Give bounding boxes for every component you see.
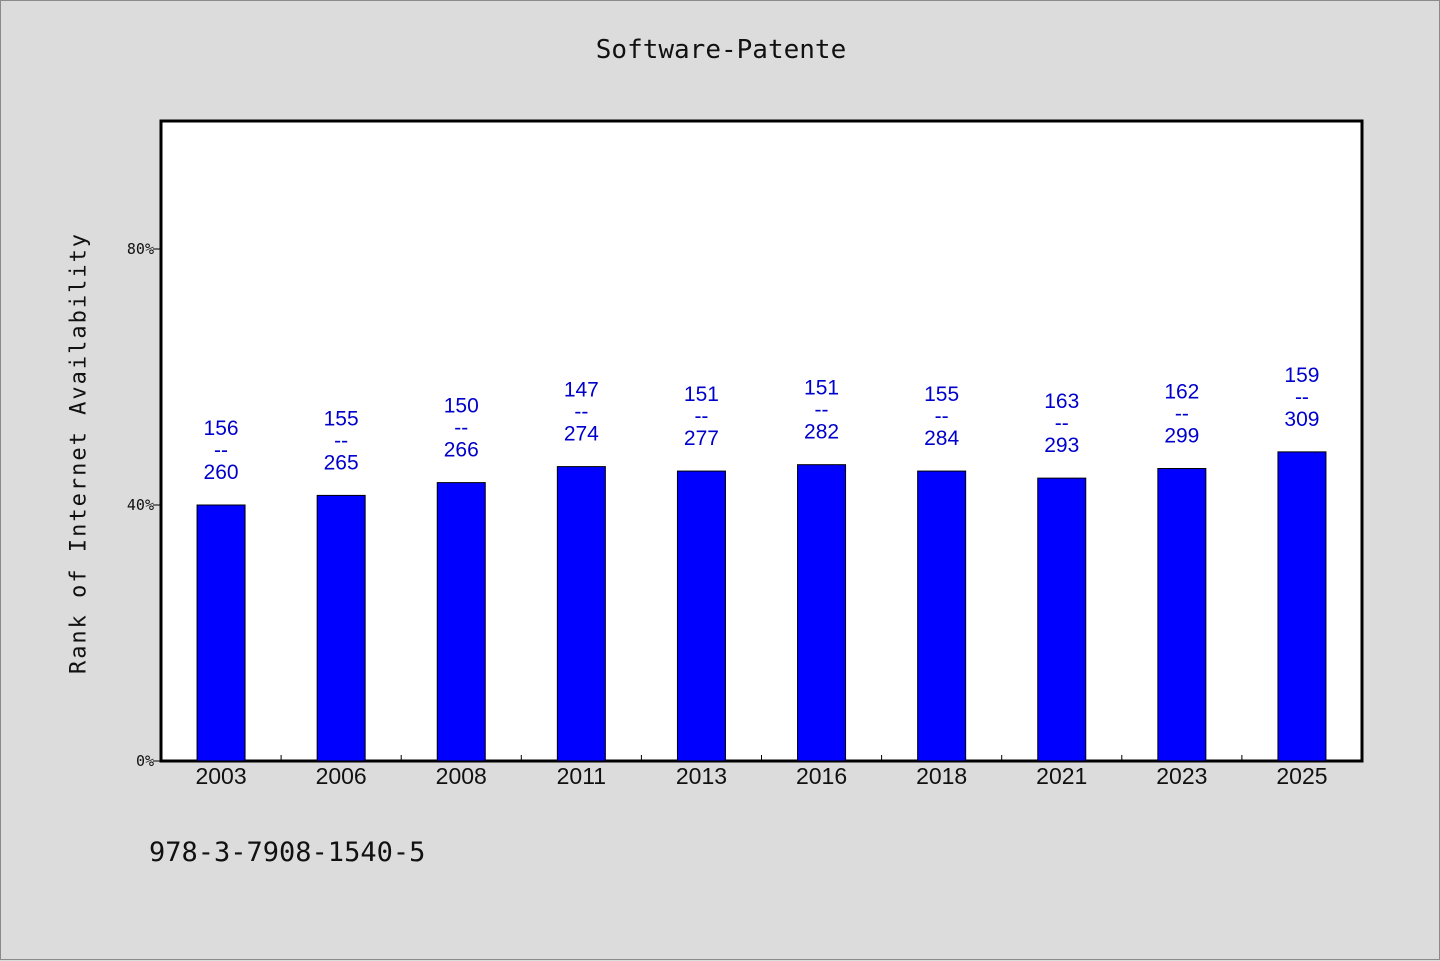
bar-2003 <box>196 504 246 762</box>
y-tick-label: 0% <box>136 752 154 770</box>
bar-2018 <box>917 470 967 762</box>
y-tick-label: 40% <box>127 496 154 514</box>
data-label-bottom: 284 <box>924 427 959 450</box>
data-label-bottom: 282 <box>804 421 839 444</box>
bar-2016 <box>797 464 847 762</box>
data-label-top: 163 <box>1044 390 1079 413</box>
x-tick-label: 2021 <box>1036 763 1087 789</box>
data-label-separator: -- <box>334 429 348 452</box>
bar-2021 <box>1037 477 1087 762</box>
data-label-separator: -- <box>1295 386 1309 409</box>
data-label-bottom: 277 <box>684 427 719 450</box>
data-label-top: 151 <box>804 377 839 400</box>
footer-code: 978-3-7908-1540-5 <box>149 837 426 868</box>
data-label-bottom: 274 <box>564 423 599 446</box>
data-label-top: 150 <box>444 395 479 418</box>
data-label-bottom: 266 <box>444 439 479 462</box>
data-label-separator: -- <box>454 417 468 440</box>
data-label-separator: -- <box>935 405 949 428</box>
x-tick-label: 2016 <box>796 763 847 789</box>
x-axis: 2003 2006 2008 2011 2013 2016 2018 2021 2023 2025 <box>195 755 1328 789</box>
data-label-top: 155 <box>924 383 959 406</box>
x-tick-label: 2008 <box>436 763 487 789</box>
x-tick-label: 2018 <box>916 763 967 789</box>
bar-2006 <box>316 494 366 762</box>
x-tick-label: 2003 <box>195 763 246 789</box>
x-tick-label: 2011 <box>557 763 606 789</box>
data-label-top: 162 <box>1164 381 1199 404</box>
bar-series <box>196 451 1327 762</box>
data-label-bottom: 260 <box>204 461 239 484</box>
data-label-top: 155 <box>324 407 359 430</box>
chart-title: Software-Patente <box>595 35 847 65</box>
data-label-separator: -- <box>574 401 588 424</box>
data-label-top: 156 <box>204 417 239 440</box>
data-label-bottom: 293 <box>1044 434 1079 457</box>
bar-2025 <box>1277 451 1327 762</box>
bar-2008 <box>436 482 486 762</box>
y-axis: 0% 40% 80% <box>127 240 161 770</box>
data-label-separator: -- <box>694 405 708 428</box>
bar-2023 <box>1157 468 1207 762</box>
data-labels: 156--260155--265150--266147--274151--277… <box>204 364 1320 484</box>
data-label-separator: -- <box>214 439 228 462</box>
bar-2011 <box>556 466 606 762</box>
data-label-bottom: 309 <box>1284 408 1319 431</box>
x-tick-label: 2013 <box>676 763 727 789</box>
data-label-top: 147 <box>564 379 599 402</box>
x-tick-label: 2006 <box>316 763 367 789</box>
data-label-bottom: 299 <box>1164 425 1199 448</box>
data-label-top: 151 <box>684 383 719 406</box>
data-label-top: 159 <box>1284 364 1319 387</box>
data-label-bottom: 265 <box>324 451 359 474</box>
data-label-separator: -- <box>815 399 829 422</box>
y-tick-label: 80% <box>127 240 154 258</box>
x-tick-label: 2025 <box>1276 763 1327 789</box>
data-label-separator: -- <box>1175 403 1189 426</box>
data-label-separator: -- <box>1055 412 1069 435</box>
y-axis-label: Rank of Internet Availability <box>66 231 92 675</box>
bar-2013 <box>676 470 726 762</box>
x-tick-label: 2023 <box>1156 763 1207 789</box>
